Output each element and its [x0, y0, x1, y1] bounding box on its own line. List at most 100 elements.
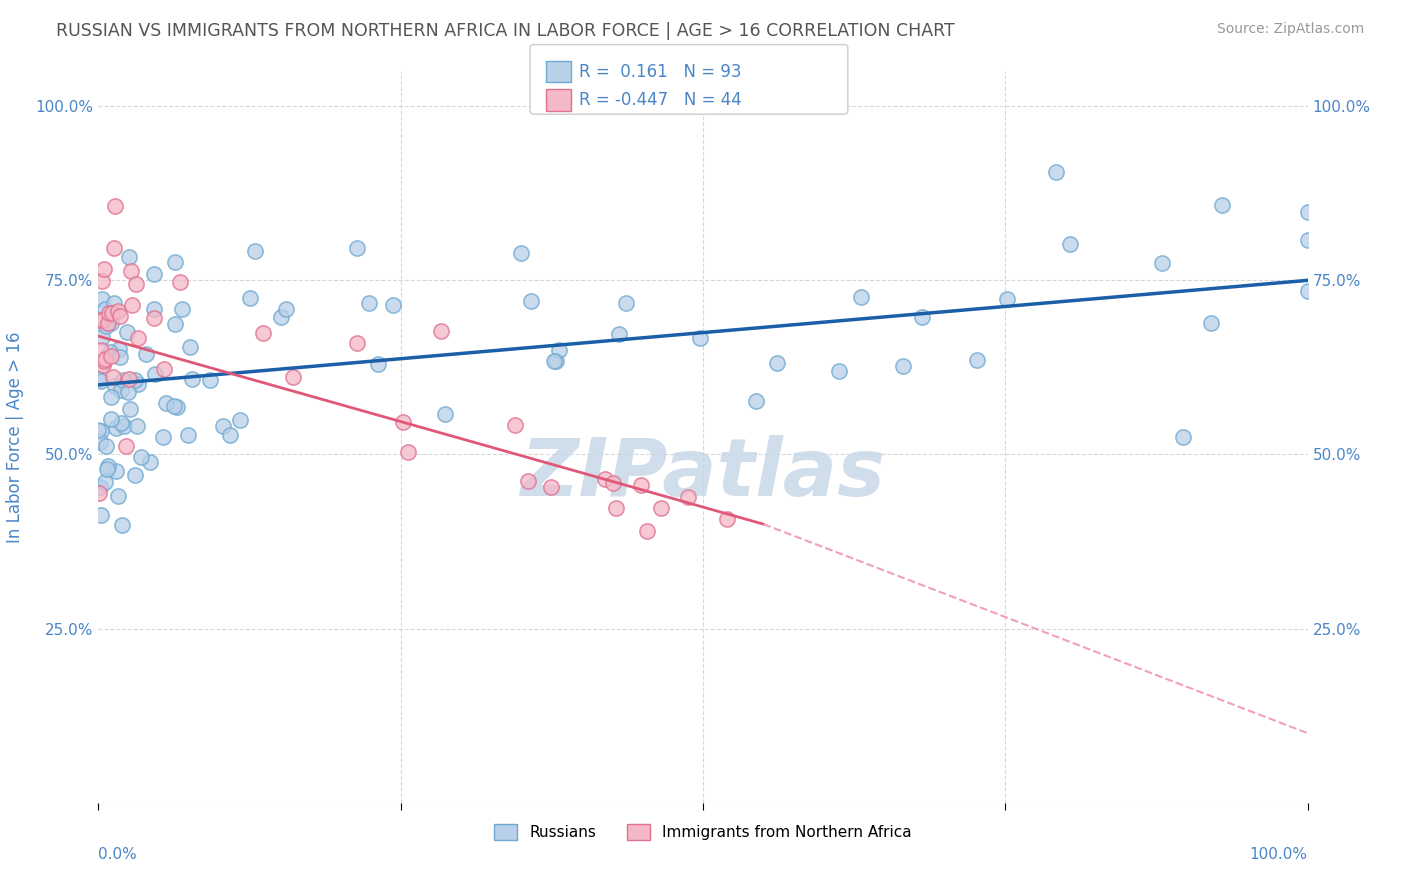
Point — [382, 297, 405, 311]
Point — [546, 354, 568, 368]
Point — [543, 354, 565, 368]
Point — [1171, 430, 1194, 444]
Point — [1045, 165, 1067, 179]
Point — [87, 371, 110, 385]
Point — [1211, 198, 1233, 212]
Point — [91, 292, 114, 306]
Point — [139, 455, 162, 469]
Text: R = -0.447   N = 44: R = -0.447 N = 44 — [579, 91, 742, 109]
Point — [100, 306, 122, 320]
Point — [828, 363, 851, 377]
Point — [218, 427, 240, 442]
Point — [509, 246, 531, 260]
Point — [93, 262, 115, 277]
Point — [143, 368, 166, 382]
Point — [602, 476, 624, 491]
Point — [274, 301, 297, 316]
Point — [94, 352, 117, 367]
Point — [1296, 285, 1319, 299]
Point — [100, 349, 122, 363]
Point — [118, 371, 141, 385]
Point — [152, 430, 174, 444]
Point — [97, 316, 120, 330]
Point — [367, 357, 389, 371]
Point — [765, 355, 787, 369]
Point — [93, 358, 115, 372]
Point — [430, 324, 453, 338]
Point — [143, 268, 166, 282]
Point — [910, 310, 932, 325]
Point — [96, 462, 118, 476]
Point — [108, 342, 131, 356]
Point — [1296, 233, 1319, 247]
Point — [107, 304, 129, 318]
Point — [142, 311, 165, 326]
Point — [176, 427, 198, 442]
Point — [108, 350, 131, 364]
Point — [166, 400, 188, 414]
Point — [121, 298, 143, 312]
Point — [689, 331, 711, 345]
Point — [966, 353, 988, 368]
Text: 0.0%: 0.0% — [98, 847, 138, 862]
Point — [650, 501, 672, 516]
Point — [595, 472, 617, 486]
Point — [87, 423, 110, 437]
Point — [252, 326, 274, 340]
Point — [104, 379, 127, 393]
Point — [517, 474, 540, 488]
Point — [91, 274, 114, 288]
Point — [676, 490, 699, 504]
Point — [163, 318, 186, 332]
Point — [124, 467, 146, 482]
Point — [520, 294, 543, 309]
Point — [153, 362, 176, 376]
Point — [103, 241, 125, 255]
Point — [163, 254, 186, 268]
Point — [89, 312, 111, 326]
Point — [98, 344, 121, 359]
Text: R =  0.161   N = 93: R = 0.161 N = 93 — [579, 62, 742, 80]
Point — [170, 302, 193, 317]
Point — [891, 359, 914, 373]
Point — [112, 373, 135, 387]
Point — [630, 478, 652, 492]
Point — [110, 309, 132, 323]
Point — [118, 402, 141, 417]
Point — [346, 336, 368, 351]
Point — [117, 385, 139, 400]
Point — [281, 369, 304, 384]
Point — [1296, 204, 1319, 219]
Point — [124, 373, 146, 387]
Point — [239, 291, 262, 305]
Point — [110, 383, 132, 397]
Point — [103, 296, 125, 310]
Point — [548, 343, 571, 357]
Point — [124, 277, 146, 291]
Point — [104, 464, 127, 478]
Point — [614, 295, 637, 310]
Point — [118, 250, 141, 264]
Point — [100, 316, 122, 330]
Point — [433, 407, 456, 421]
Text: ZIPatlas: ZIPatlas — [520, 434, 886, 513]
Point — [112, 418, 135, 433]
Point — [135, 347, 157, 361]
Point — [716, 511, 738, 525]
Point — [359, 296, 381, 310]
Point — [90, 424, 112, 438]
Point — [104, 421, 127, 435]
Point — [540, 480, 562, 494]
Point — [1059, 236, 1081, 251]
Point — [89, 435, 111, 450]
Legend: Russians, Immigrants from Northern Africa: Russians, Immigrants from Northern Afric… — [488, 818, 918, 847]
Point — [94, 302, 117, 317]
Point — [110, 416, 132, 430]
Point — [127, 418, 149, 433]
Point — [89, 480, 111, 494]
Point — [636, 524, 658, 538]
Point — [1152, 256, 1174, 270]
Point — [391, 415, 413, 429]
Point — [169, 275, 191, 289]
Point — [212, 419, 235, 434]
